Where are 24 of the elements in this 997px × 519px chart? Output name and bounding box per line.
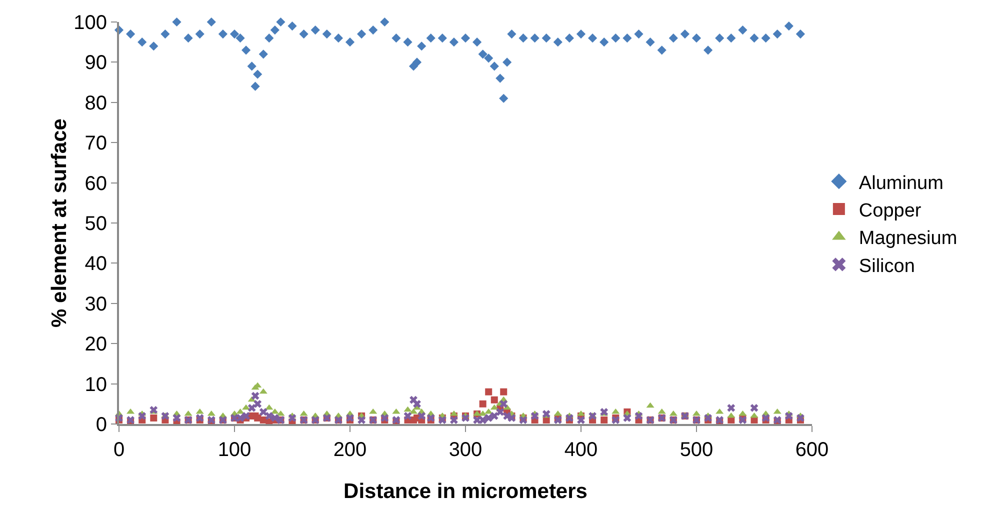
y-tick-label: 60 — [84, 172, 107, 195]
legend-label: Copper — [858, 200, 922, 222]
x-axis-title: Distance in micrometers — [344, 480, 588, 503]
y-tick-label: 70 — [84, 132, 107, 155]
y-tick-label: 10 — [84, 374, 107, 396]
y-tick-label: 90 — [84, 52, 107, 74]
x-tick-label: 200 — [333, 439, 367, 461]
y-tick-label: 20 — [84, 334, 107, 356]
y-tick-label: 80 — [84, 92, 107, 114]
x-tick-label: 500 — [680, 439, 714, 461]
x-tick-label: 400 — [564, 439, 598, 461]
x-tick-label: 300 — [448, 439, 482, 461]
x-tick-label: 100 — [218, 439, 252, 461]
x-tick-label: 0 — [113, 439, 125, 461]
legend-label: Magnesium — [858, 228, 958, 250]
y-axis-title: % element at surface — [48, 118, 71, 328]
x-tick-label: 600 — [795, 439, 829, 461]
y-tick-label: 50 — [84, 213, 107, 235]
legend-label: Silicon — [858, 256, 915, 277]
legend-label: Aluminum — [858, 172, 944, 194]
y-tick-label: 100 — [74, 12, 107, 34]
y-tick-label: 0 — [96, 414, 107, 436]
y-tick-label: 30 — [84, 293, 107, 316]
y-tick-label: 40 — [84, 253, 107, 276]
